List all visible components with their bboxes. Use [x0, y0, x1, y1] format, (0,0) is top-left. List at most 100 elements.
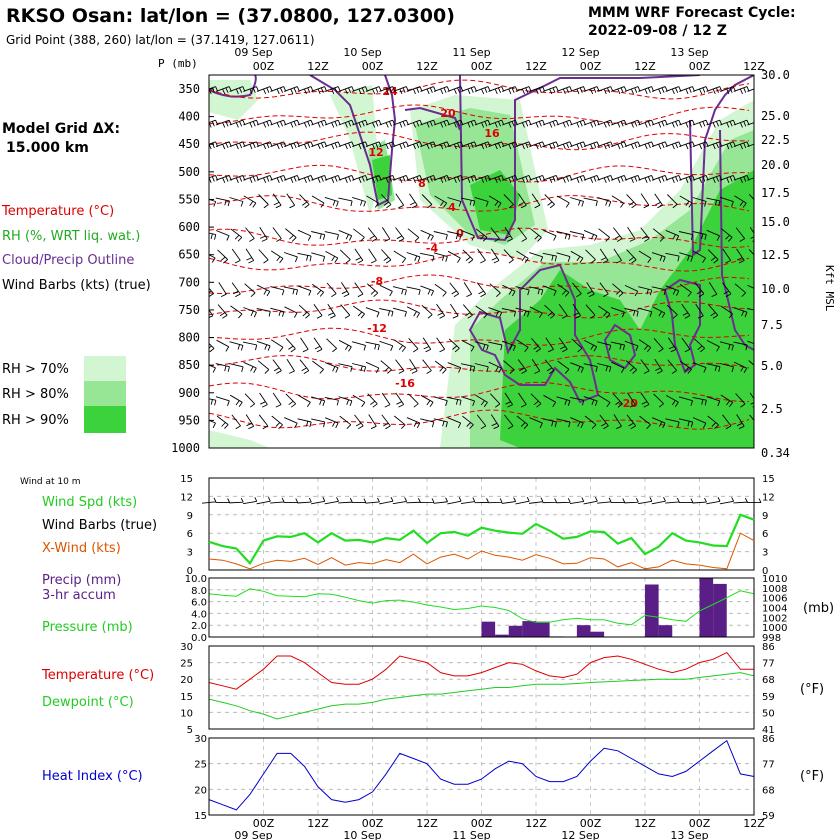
wind-barb	[209, 287, 214, 298]
top-date-label: 13 Sep	[670, 46, 708, 59]
wind-barb	[406, 417, 421, 429]
wind-barb	[257, 284, 271, 297]
precip-bar	[713, 583, 727, 637]
temp-unit-f: (°F)	[800, 682, 824, 697]
wind-barb	[433, 418, 448, 428]
wind-barb	[736, 248, 745, 264]
wind-barb	[627, 226, 636, 242]
top-time-label: 12Z	[743, 60, 765, 73]
wind-barb	[256, 174, 273, 183]
wind-barb	[516, 452, 529, 461]
height-tick-label: 22.5	[761, 133, 790, 147]
wind-barb	[285, 393, 297, 408]
wind-barb	[209, 309, 214, 319]
temperature-contour-label: 8	[418, 177, 426, 190]
rh90-area	[470, 170, 520, 235]
wind-barb	[297, 285, 312, 296]
wind-barb	[709, 447, 710, 448]
wind-barb	[733, 307, 748, 318]
wind-barb	[736, 414, 745, 430]
wind-barb	[209, 232, 217, 240]
pressure-line	[208, 588, 755, 626]
wind-barb	[229, 363, 244, 373]
precip-frame	[208, 577, 755, 638]
wind-barb	[324, 396, 339, 406]
temperature-isotherm	[209, 327, 750, 346]
wind-barb	[613, 449, 623, 463]
surface-wind-barb	[528, 497, 544, 504]
wind-barb	[501, 340, 516, 351]
wind-barb	[341, 447, 342, 448]
temperature-isotherm	[209, 251, 750, 272]
bottom-time-label: 12Z	[307, 817, 329, 830]
wind-barb	[218, 282, 227, 298]
temperature-contour-label: -8	[371, 275, 383, 288]
wind-barb	[421, 194, 433, 209]
rh90-area	[372, 155, 392, 200]
wind-barb	[518, 392, 527, 408]
wind-barb	[245, 248, 255, 264]
wind-barb	[735, 393, 746, 408]
wind-barb	[748, 193, 754, 208]
wind-barb	[749, 226, 754, 242]
height-tick-label: 2.5	[761, 402, 783, 416]
wind-barb	[393, 86, 409, 95]
wind-barb	[612, 283, 624, 297]
wind-barb	[215, 86, 232, 95]
wind-barb	[544, 359, 555, 374]
surface-wind-barb	[583, 496, 598, 505]
wind-barb	[216, 339, 230, 352]
wind-barb	[298, 304, 310, 319]
wind-barb	[447, 362, 462, 373]
top-date-label: 09 Sep	[234, 46, 272, 59]
wind-barb	[256, 86, 273, 95]
wind-barb	[556, 195, 570, 208]
wind-barb	[477, 248, 486, 264]
wind-barb	[652, 417, 666, 429]
wind-barb	[583, 229, 598, 241]
wind-barb	[489, 283, 501, 298]
wind-barb	[735, 227, 746, 242]
rh80-label: RH > 80%	[2, 387, 69, 402]
wind-barb	[653, 393, 664, 408]
wind-barb	[297, 141, 314, 150]
wind-barb	[665, 86, 682, 95]
wind-barb	[488, 195, 502, 208]
temperature-isotherm	[209, 227, 750, 249]
temp-ytick-f: 68	[762, 675, 775, 686]
wind-barb	[638, 286, 653, 296]
wind-barb	[556, 174, 573, 183]
wind-barb	[366, 195, 379, 208]
wind-barb	[433, 86, 450, 95]
wind-barb	[420, 141, 437, 150]
wind-barb	[502, 141, 518, 150]
wind-barb	[284, 453, 298, 461]
wind-barb	[679, 174, 696, 183]
wind-barb	[652, 453, 666, 461]
wind-barb	[324, 196, 339, 207]
wind-barb	[380, 360, 392, 374]
bottom-date-label: 12 Sep	[561, 829, 599, 840]
wind-barb	[231, 248, 241, 264]
wind-barb	[706, 119, 723, 128]
wind-barb	[339, 249, 351, 264]
height-tick-label: 12.5	[761, 248, 790, 262]
surface-wind-barb	[392, 497, 408, 505]
pressure-tick-label: 350	[178, 82, 200, 96]
wind-barb	[556, 141, 573, 150]
wind-barb	[271, 452, 284, 461]
heat-ytick-c: 30	[194, 734, 207, 745]
wind-barb	[433, 141, 450, 150]
wind-barb	[243, 141, 260, 150]
wind-barb	[406, 306, 420, 318]
wind-barb	[748, 249, 754, 263]
wind-barb	[312, 360, 324, 374]
temperature-contour-label: 4	[448, 201, 456, 214]
wind-barb	[640, 392, 650, 408]
wind-barb	[297, 252, 312, 262]
wind-barb	[393, 452, 406, 461]
bottom-date-label: 11 Sep	[452, 829, 490, 840]
wind-barb	[286, 193, 296, 209]
heat-frame	[208, 737, 755, 816]
surface-wind-barb	[597, 497, 612, 504]
